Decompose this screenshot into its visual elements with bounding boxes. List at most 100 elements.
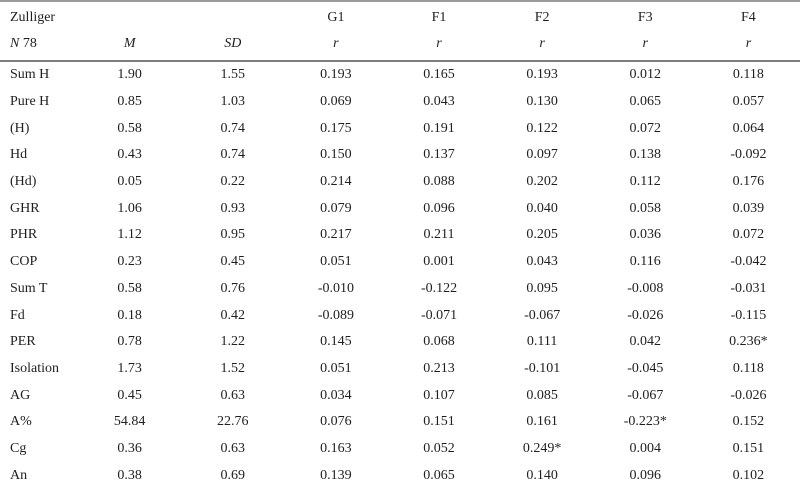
cell-value: 0.051	[320, 254, 352, 270]
cell-value: 0.151	[732, 440, 765, 456]
cell-value: 0.176	[732, 174, 765, 190]
cell-value: 0.36	[117, 440, 142, 456]
row-label: A%	[10, 414, 32, 430]
cell-value: 0.042	[629, 334, 662, 350]
table-row: Sum H 1.90 1.55 0.193 0.165 0.193 0.012 0.118	[0, 61, 800, 89]
row-label: Fd	[10, 307, 25, 323]
stat-header-m: M	[78, 31, 182, 62]
cell-value: 1.55	[220, 67, 246, 83]
cell-value: 0.85	[117, 94, 142, 110]
cell-value: 0.193	[526, 67, 558, 83]
cell-value: 0.004	[629, 440, 662, 456]
cell-value: -0.067	[524, 307, 561, 323]
cell-value: 0.052	[423, 440, 455, 456]
cell-value: 0.43	[117, 147, 142, 163]
cell-value: 0.63	[220, 440, 246, 456]
cell-value: 0.122	[526, 120, 558, 136]
table-row: PER 0.78 1.22 0.145 0.068 0.111 0.042 0.236*	[0, 329, 800, 356]
stat-header-r-g1: r	[284, 31, 388, 62]
table-row: Isolation 1.73 1.52 0.051 0.213 -0.101 -0.045…	[0, 356, 800, 383]
cell-value: 0.137	[423, 147, 455, 163]
cell-value: 0.034	[320, 387, 352, 403]
cell-value: 0.012	[629, 67, 662, 83]
stat-header-r-f3: r	[593, 31, 697, 62]
cell-value: 1.22	[220, 334, 246, 350]
row-label: GHR	[10, 200, 40, 216]
cell-value: 1.90	[117, 67, 142, 83]
cell-value: 0.076	[320, 414, 352, 430]
stat-header-sd: SD	[181, 31, 285, 62]
corner-sample-size: N 78	[0, 31, 79, 62]
cell-value: 0.74	[220, 120, 246, 136]
cell-value: 0.249*	[522, 440, 562, 456]
cell-value: 0.95	[220, 227, 246, 243]
cell-value: -0.008	[627, 280, 664, 296]
table-body: Sum H 1.90 1.55 0.193 0.165 0.193 0.012 0.118 …	[0, 61, 800, 487]
cell-value: 0.095	[526, 280, 558, 296]
cell-value: 0.202	[526, 174, 558, 190]
cell-value: 0.118	[732, 360, 764, 376]
cell-value: -0.031	[730, 280, 767, 296]
row-label: Sum T	[10, 280, 48, 296]
group-header-g1: G1	[327, 10, 345, 25]
cell-value: 0.63	[220, 387, 246, 403]
cell-value: -0.115	[730, 307, 767, 323]
cell-value: 0.58	[117, 120, 142, 136]
row-label: (H)	[10, 120, 30, 136]
cell-value: -0.071	[420, 307, 458, 323]
table-row: Hd 0.43 0.74 0.150 0.137 0.097 0.138 -0.092	[0, 142, 800, 169]
cell-value: 0.175	[320, 120, 352, 136]
cell-value: 0.45	[220, 254, 246, 270]
stat-header-r-f4: r	[696, 31, 800, 62]
cell-value: 1.73	[117, 360, 142, 376]
table-row: (Hd) 0.05 0.22 0.214 0.088 0.202 0.112 0.176	[0, 169, 800, 196]
cell-value: 0.051	[320, 360, 352, 376]
cell-value: 0.069	[320, 94, 352, 110]
cell-value: 0.001	[423, 254, 455, 270]
cell-value: 0.072	[629, 120, 662, 136]
cell-value: 0.163	[320, 440, 352, 456]
group-header-f1: F1	[431, 10, 447, 25]
row-label: (Hd)	[10, 174, 37, 190]
cell-value: 0.150	[320, 147, 352, 163]
cell-value: 0.039	[732, 200, 765, 216]
corner-title: Zulliger	[10, 10, 56, 25]
cell-value: 0.165	[423, 67, 455, 83]
cell-value: 0.072	[732, 227, 765, 243]
cell-value: 0.145	[320, 334, 352, 350]
cell-value: 0.213	[423, 360, 455, 376]
table-row: GHR 1.06 0.93 0.079 0.096 0.040 0.058 0.039	[0, 195, 800, 222]
sample-size-value: 78	[22, 35, 37, 51]
row-label: Isolation	[10, 360, 59, 376]
cell-value: -0.101	[524, 360, 561, 376]
cell-value: 0.93	[220, 200, 246, 216]
cell-value: 0.043	[526, 254, 558, 270]
cell-value: 0.043	[423, 94, 455, 110]
cell-value: 0.040	[526, 200, 558, 216]
cell-value: 1.06	[117, 200, 142, 216]
table-row: Cg 0.36 0.63 0.163 0.052 0.249* 0.004 0.151	[0, 436, 800, 463]
cell-value: -0.026	[730, 387, 767, 403]
cell-value: 0.088	[423, 174, 455, 190]
table-row: An 0.38 0.69 0.139 0.065 0.140 0.096 0.102	[0, 462, 800, 487]
cell-value: 0.152	[732, 414, 765, 430]
cell-value: -0.122	[420, 280, 458, 296]
stat-header-r-f1: r	[387, 31, 491, 62]
cell-value: 1.12	[117, 227, 142, 243]
cell-value: 1.03	[220, 94, 246, 110]
cell-value: 0.116	[629, 254, 661, 270]
cell-value: -0.010	[317, 280, 354, 296]
row-label: PHR	[10, 227, 38, 243]
cell-value: 0.079	[320, 200, 352, 216]
cell-value: 0.112	[629, 174, 661, 190]
cell-value: 0.214	[320, 174, 352, 190]
cell-value: 0.38	[117, 467, 142, 483]
cell-value: 0.096	[423, 200, 455, 216]
cell-value: 0.065	[629, 94, 662, 110]
cell-value: -0.092	[730, 147, 767, 163]
cell-value: 0.058	[629, 200, 662, 216]
cell-value: 0.107	[423, 387, 455, 403]
table-row: PHR 1.12 0.95 0.217 0.211 0.205 0.036 0.072	[0, 222, 800, 249]
cell-value: 0.057	[732, 94, 765, 110]
